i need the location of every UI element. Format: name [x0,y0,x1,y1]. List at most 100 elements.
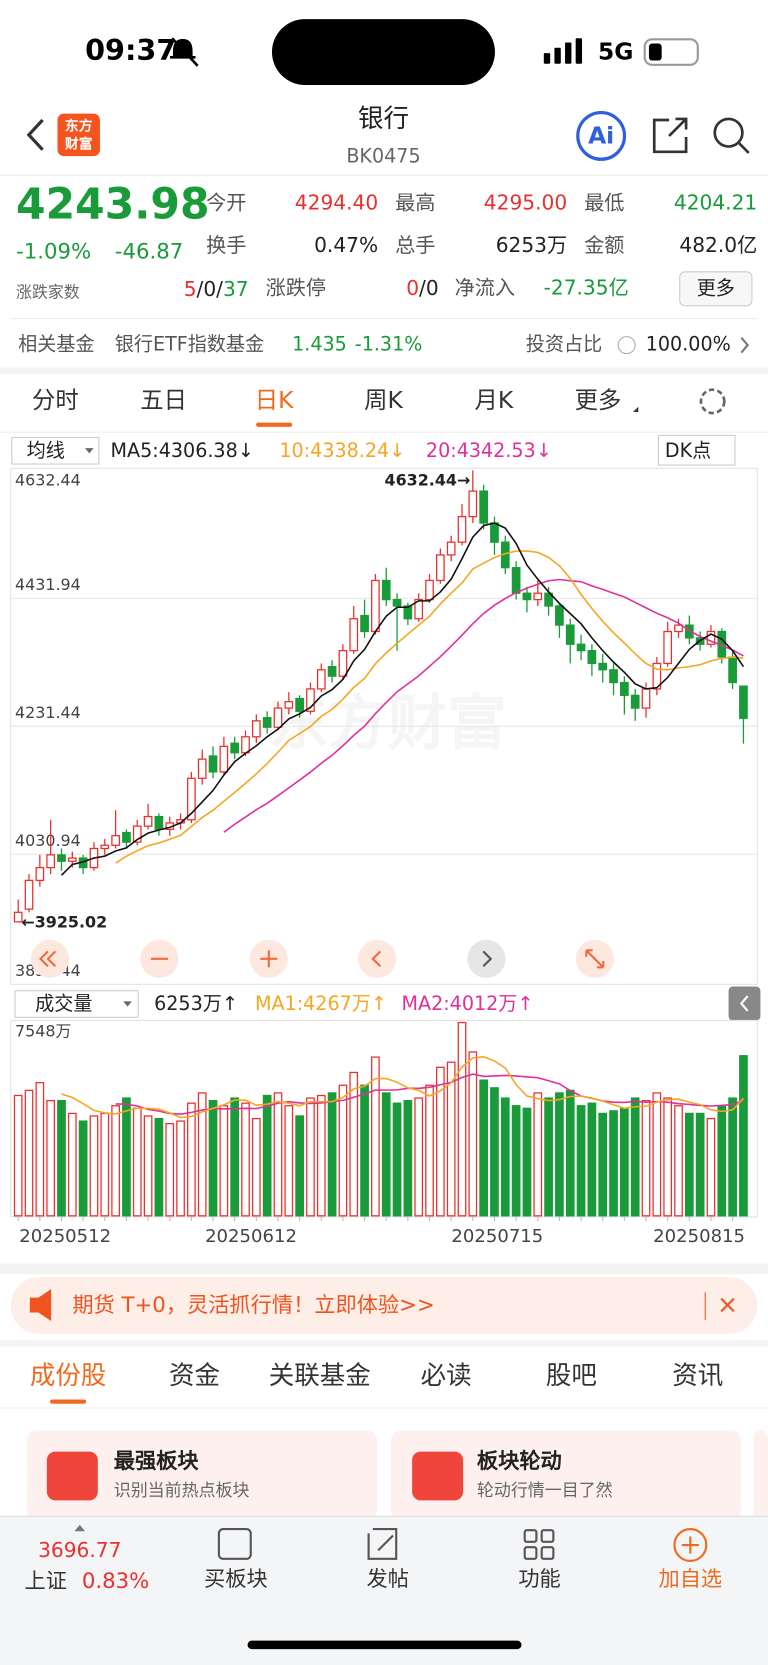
section-tabs: 成份股 资金 关联基金 必读 股吧 资讯 [30,1361,723,1404]
candle-body [728,656,737,684]
volume-bar [609,1110,618,1217]
volume-bar [295,1115,304,1217]
candle-body [544,592,553,607]
section-tab[interactable]: 必读 [421,1361,472,1391]
limit-up: 0 [406,275,419,299]
card-desc: 轮动行情一目了然 [477,1481,613,1501]
section-tab[interactable]: 资讯 [672,1361,723,1391]
section-tab[interactable]: 成份股 [30,1361,106,1391]
tool-button[interactable] [30,939,70,978]
volume-bar [576,1105,586,1217]
volume-ma1: MA1:4267万↑ [255,992,387,1015]
candle-body [565,624,575,645]
candle-body [555,605,564,626]
volume-chart-frame [10,1019,758,1218]
candle-body [35,866,45,882]
tool-icon [585,949,605,969]
candle-body [706,630,716,645]
tool-button[interactable] [357,939,397,978]
icon-functions [523,1529,555,1560]
candle-body [327,665,337,677]
nav-label[interactable]: 加自选 [659,1567,723,1592]
turnover-label: 换手 [206,233,246,257]
ma10-label: 10:4338.24↓ [279,439,405,462]
candle-body [284,701,294,709]
share-button[interactable] [652,117,688,154]
section-tab[interactable]: 资金 [169,1361,220,1391]
promo-banner[interactable] [10,1277,758,1334]
ai-button[interactable] [576,110,627,161]
ma-select[interactable] [11,436,100,465]
candle-body [122,831,131,843]
back-button[interactable] [26,118,44,151]
volume-select-label: 成交量 [35,992,92,1015]
volume-bar [533,1092,543,1217]
volume-select[interactable] [14,990,139,1018]
tool-button[interactable] [467,939,506,978]
low-note: ←3925.02 [21,912,107,931]
candle-body [425,579,434,601]
megaphone-icon [29,1289,52,1321]
settings-button[interactable] [699,388,726,415]
candle-body [187,777,196,821]
candle-body [511,567,521,594]
separator [0,367,768,374]
home-indicator [247,1640,522,1650]
candle-body [46,854,56,869]
change: -46.87 [115,240,183,265]
nav-label[interactable]: 买板块 [204,1567,268,1592]
period-tab[interactable]: 分时 [32,386,79,414]
volume-bar [728,1097,737,1217]
candle-body [306,688,315,712]
nav-label[interactable]: 功能 [518,1567,560,1592]
candle-body [479,490,489,524]
candle-body [392,598,402,607]
ratio: 100.00% [646,333,731,356]
battery [643,38,699,66]
candle-body [446,541,456,556]
period-tab[interactable]: 日K [255,386,294,414]
candle-body [100,844,110,850]
period-tab[interactable]: 更多 [575,386,622,414]
close-button[interactable] [720,1297,735,1313]
volume-bar [435,1066,445,1217]
date-label: 20250715 [451,1226,543,1247]
icon-add-plus [681,1536,699,1554]
candle-body [739,685,748,719]
candle-body [143,815,153,827]
period-tab[interactable]: 周K [364,386,403,414]
volume-bar [620,1107,629,1217]
date-label: 20250815 [653,1226,745,1247]
volume-bar [544,1097,553,1217]
candle-body [111,835,120,846]
candle-body [67,857,77,862]
period-tab[interactable]: 五日 [140,386,187,414]
separator [0,1263,768,1275]
section-tab[interactable]: 股吧 [546,1361,597,1391]
volume-bar [111,1105,120,1217]
search-button[interactable] [713,117,744,148]
volume-bar [739,1055,748,1217]
collapse-button[interactable] [728,986,761,1021]
volume-bar [457,1021,467,1217]
candle-body [241,736,250,754]
more-button[interactable] [679,271,753,307]
section-tab[interactable]: 关联基金 [269,1361,371,1391]
dynamic-island [271,19,495,85]
logo-text: 东方 [65,117,93,134]
candle-body [630,694,640,709]
dk-button[interactable] [657,434,736,466]
volume-bar [695,1112,705,1217]
promo-text: 期货 T+0，灵活抓行情！立即体验>> [72,1293,434,1318]
nav-label[interactable]: 发帖 [366,1567,408,1592]
candle-body [652,662,662,690]
volume-label: 总手 [395,233,435,257]
feature-card[interactable] [26,1430,378,1521]
volume-bar [316,1094,326,1217]
info-icon[interactable] [617,336,636,355]
tool-icon [371,950,382,968]
period-tab[interactable]: 月K [475,386,514,414]
feature-card[interactable] [390,1430,742,1521]
